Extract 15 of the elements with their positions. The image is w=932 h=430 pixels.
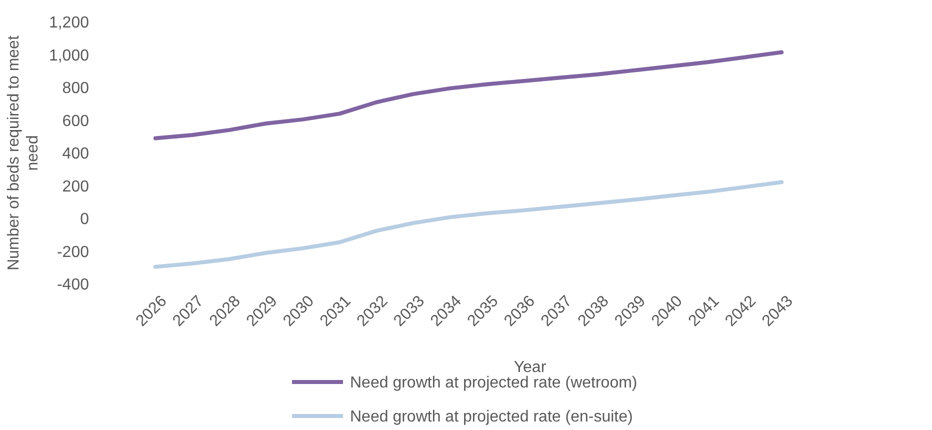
y-tick-label: -200 [56,244,90,261]
y-tick-label: 1,000 [48,47,90,64]
line-series [153,50,784,140]
y-tick-label: 800 [62,80,90,98]
y-tick-label: 600 [62,112,90,130]
legend-label: Need growth at projected rate (wetroom) [350,374,638,392]
y-tick-label: 400 [62,146,90,163]
y-tick-label: 0 [80,211,90,228]
y-tick-label: -400 [56,276,90,294]
y-tick-label: 1,200 [48,14,90,32]
legend-label: Need growth at projected rate (en-suite) [350,408,633,426]
y-axis-title: Number of beds required to meet need [5,35,42,270]
x-axis-title: Year [514,359,547,376]
line-series [153,180,784,269]
y-tick-label: 200 [62,178,90,196]
